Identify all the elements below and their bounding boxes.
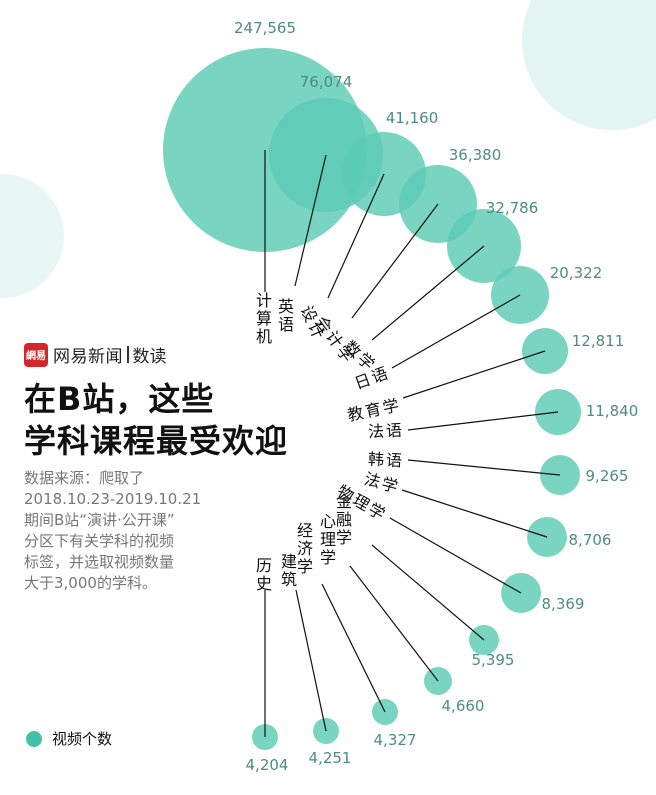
leader-line [407, 411, 559, 431]
desc-line: 2018.10.23-2019.10.21 [24, 490, 202, 508]
legend-dot-icon [26, 730, 42, 747]
value-label: 4,251 [309, 749, 352, 767]
category-label: 日语 [352, 363, 392, 393]
leader-line [327, 173, 385, 299]
value-label: 8,369 [542, 595, 585, 613]
category-label: 法学 [362, 469, 402, 497]
leader-line [294, 154, 327, 287]
value-label: 247,565 [234, 19, 296, 37]
brand: 網易 网易新闻 数读 [24, 342, 167, 367]
leader-lines-layer [264, 150, 561, 737]
category-label: 建筑 [281, 552, 299, 589]
value-label: 12,811 [572, 332, 625, 350]
brand-divider [127, 346, 129, 363]
value-label: 11,840 [586, 402, 639, 420]
value-label: 76,074 [300, 73, 353, 91]
category-label: 计算机 [256, 291, 274, 346]
netease-logo-icon: 網易 [24, 342, 48, 367]
brand-name: 网易新闻 [53, 347, 123, 367]
value-label: 32,786 [486, 199, 539, 217]
page-title: 在B站，这些 学科课程最受欢迎 [24, 378, 288, 462]
category-label: 历史 [256, 556, 274, 593]
title-line-1: 在B站，这些 [24, 380, 215, 418]
value-labels-layer: 247,565 76,074 41,160 36,380 32,786 20,322 12,… [234, 19, 638, 774]
leader-line [401, 489, 548, 538]
desc-line: 数据来源：爬取了 [24, 469, 145, 487]
category-label: 英语 [278, 297, 296, 334]
desc-line: 标签，并选取视频数量 [24, 553, 175, 571]
leader-line [389, 517, 522, 594]
leader-line [402, 350, 546, 399]
desc-line: 分区下有关学科的视频 [24, 532, 175, 550]
category-label: 心理学 [320, 512, 338, 567]
value-label: 41,160 [386, 109, 439, 127]
leader-line [371, 245, 485, 341]
leader-line [351, 203, 439, 319]
value-label: 20,322 [550, 264, 603, 282]
leader-line [321, 583, 386, 713]
value-label: 4,204 [246, 756, 289, 774]
category-label: 经济学 [297, 521, 315, 576]
legend: 视频个数 [26, 728, 112, 749]
brand-column: 数读 [132, 347, 167, 367]
value-label: 8,706 [569, 531, 612, 549]
desc-line: 期间B站“演讲·公开课” [24, 511, 175, 529]
category-label: 法语 [368, 421, 405, 442]
value-label: 5,395 [472, 651, 515, 669]
leader-line [407, 459, 561, 476]
value-label: 4,660 [442, 697, 485, 715]
leader-line [371, 544, 485, 641]
leader-line [295, 589, 327, 732]
data-source-note: 数据来源：爬取了 2018.10.23-2019.10.21 期间B站“演讲·公… [24, 468, 201, 594]
title-line-2: 学科课程最受欢迎 [24, 422, 289, 460]
leader-line [391, 294, 521, 369]
value-label: 36,380 [449, 146, 502, 164]
category-label: 韩语 [368, 450, 405, 471]
desc-line: 大于3,000的学科。 [24, 574, 157, 592]
leader-line [349, 565, 439, 682]
value-label: 9,265 [586, 467, 629, 485]
category-label: 金融学 [336, 492, 354, 547]
value-label: 4,327 [374, 731, 417, 749]
legend-label: 视频个数 [52, 730, 113, 748]
